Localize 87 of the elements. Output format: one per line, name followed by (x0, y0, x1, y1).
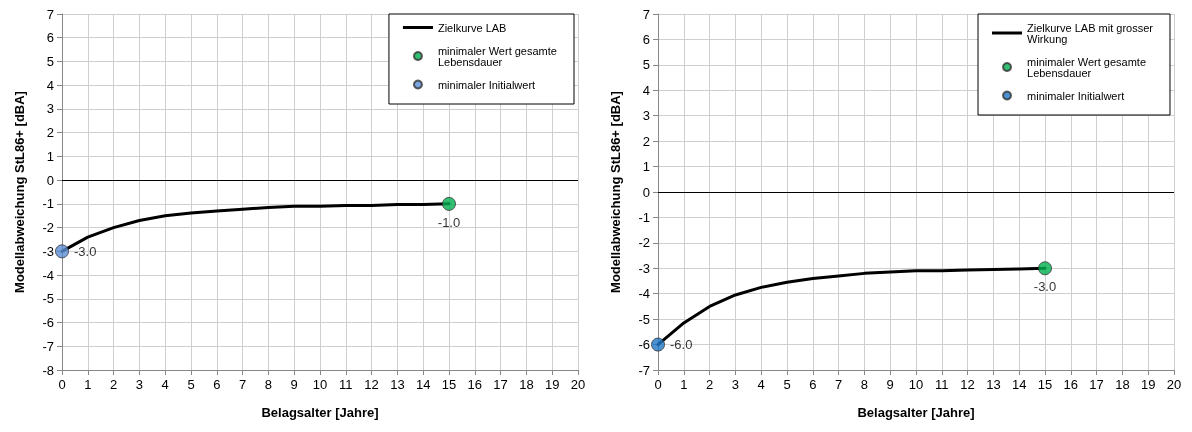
y-tick-label: 2 (46, 125, 54, 141)
x-tick-label: 12 (960, 377, 975, 392)
y-tick-label: -5 (638, 311, 650, 327)
x-tick-label: 6 (213, 377, 221, 392)
x-tick-label: 0 (654, 377, 662, 392)
y-tick-label: -4 (638, 286, 650, 302)
x-tick-label: 15 (1037, 377, 1053, 392)
y-tick-label: -6 (42, 315, 54, 331)
y-tick-label: -3 (638, 260, 650, 276)
legend-label: minimaler Initialwert (1027, 89, 1125, 102)
x-tick-label: 19 (1140, 377, 1156, 392)
x-tick-label: 9 (886, 377, 894, 392)
x-tick-label: 7 (834, 377, 843, 392)
x-tick-label: 9 (290, 377, 298, 392)
x-tick-label: 4 (161, 377, 169, 392)
y-tick-label: -1 (638, 209, 650, 225)
x-tick-label: 2 (109, 377, 118, 392)
x-tick-label: 17 (493, 377, 508, 392)
legend-label: minimaler Initialwert (437, 78, 536, 91)
x-tick-label: 0 (58, 377, 66, 392)
x-tick-label: 4 (757, 377, 765, 392)
x-tick-label: 10 (908, 377, 924, 392)
y-tick-label: -5 (42, 291, 54, 307)
x-tick-label: 5 (187, 377, 195, 392)
y-tick-label: -8 (42, 362, 54, 378)
y-tick-label: 2 (642, 133, 650, 149)
data-label: -3.0 (74, 243, 97, 259)
x-tick-label: 2 (705, 377, 714, 392)
data-label: -6.0 (670, 337, 693, 353)
y-tick-label: -7 (638, 362, 650, 378)
legend-label: minimaler Wert gesamte Lebensdauer (437, 44, 561, 68)
x-tick-label: 7 (238, 377, 247, 392)
data-label: -3.0 (1033, 279, 1057, 295)
y-tick-label: -7 (42, 338, 54, 354)
x-tick-label: 20 (570, 377, 586, 392)
x-tick-label: 18 (519, 377, 534, 392)
y-tick-label: 1 (46, 148, 54, 164)
x-tick-label: 13 (986, 377, 1001, 392)
y-tick-label: 4 (46, 77, 54, 93)
y-tick-label: 7 (46, 6, 54, 22)
x-tick-label: 5 (783, 377, 791, 392)
x-tick-label: 1 (84, 377, 92, 392)
y-tick-label: -3 (42, 243, 54, 259)
x-tick-label: 15 (441, 377, 457, 392)
x-tick-label: 10 (312, 377, 328, 392)
y-tick-label: 0 (46, 172, 54, 188)
y-tick-label: 0 (642, 184, 650, 200)
legend-label: minimaler Wert gesamte Lebensdauer (1027, 55, 1150, 79)
x-tick-label: 3 (135, 377, 144, 392)
y-tick-label: -6 (638, 337, 650, 353)
y-tick-label: -4 (42, 267, 54, 283)
x-axis-title: Belagsalter [Jahre] (261, 405, 379, 420)
x-tick-label: 3 (731, 377, 740, 392)
y-tick-label: 7 (642, 6, 650, 22)
x-tick-label: 8 (264, 377, 273, 392)
y-tick-label: 5 (46, 53, 54, 69)
x-tick-label: 11 (339, 377, 353, 392)
y-axis-title: Modellabweichung StL86+ [dBA] (608, 91, 623, 293)
x-tick-label: 13 (390, 377, 405, 392)
x-tick-label: 11 (935, 377, 949, 392)
y-tick-label: -1 (42, 196, 54, 212)
x-tick-label: 16 (467, 377, 483, 392)
y-tick-label: 6 (642, 31, 650, 47)
y-tick-label: 6 (46, 30, 54, 46)
x-tick-label: 16 (1063, 377, 1079, 392)
x-tick-label: 14 (415, 377, 431, 392)
x-tick-label: 1 (680, 377, 688, 392)
y-tick-label: 3 (46, 101, 54, 117)
x-tick-label: 17 (1089, 377, 1104, 392)
y-tick-label: 3 (642, 108, 650, 124)
y-tick-label: 1 (642, 159, 650, 175)
x-tick-label: 12 (364, 377, 379, 392)
y-tick-label: 5 (642, 57, 650, 73)
data-label: -1.0 (437, 214, 461, 230)
x-tick-label: 19 (544, 377, 560, 392)
y-tick-label: -2 (638, 235, 650, 251)
y-tick-label: 4 (642, 82, 650, 98)
x-tick-label: 8 (860, 377, 869, 392)
x-axis-title: Belagsalter [Jahre] (857, 405, 975, 420)
legend-label: Zielkurve LAB (437, 21, 507, 34)
y-axis-title: Modellabweichung StL86+ [dBA] (12, 91, 27, 293)
x-tick-label: 18 (1115, 377, 1130, 392)
x-tick-label: 14 (1011, 377, 1027, 392)
x-tick-label: 20 (1166, 377, 1182, 392)
x-tick-label: 6 (809, 377, 817, 392)
y-tick-label: -2 (42, 220, 54, 236)
legend-label: Zielkurve LAB mit grosser Wirkung (1027, 21, 1156, 45)
